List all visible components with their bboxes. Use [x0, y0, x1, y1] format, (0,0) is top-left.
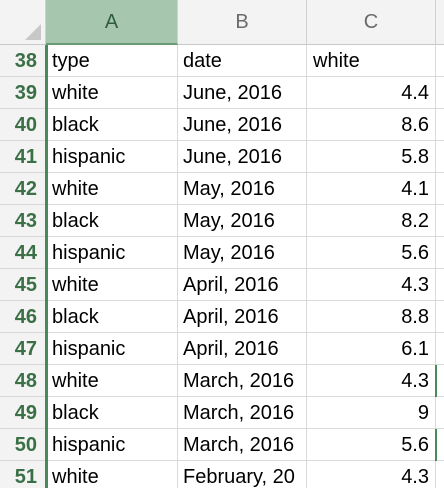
row-number[interactable]: 50: [0, 429, 46, 461]
cell-b[interactable]: March, 2016: [178, 429, 307, 461]
cell-c[interactable]: 5.8: [307, 141, 436, 173]
cell-b[interactable]: March, 2016: [178, 365, 307, 397]
cell-d[interactable]: [436, 109, 444, 141]
table-row: 51 white February, 20 4.3: [0, 461, 444, 488]
cell-a[interactable]: black: [46, 301, 178, 333]
cell-a[interactable]: hispanic: [46, 429, 178, 461]
cell-b[interactable]: May, 2016: [178, 173, 307, 205]
table-row: 40 black June, 2016 8.6: [0, 109, 444, 141]
cell-a[interactable]: white: [46, 173, 178, 205]
cell-b[interactable]: April, 2016: [178, 301, 307, 333]
table-row: 44 hispanic May, 2016 5.6: [0, 237, 444, 269]
cell-d[interactable]: [436, 205, 444, 237]
select-all-icon: [25, 24, 41, 40]
row-number[interactable]: 51: [0, 461, 46, 488]
column-header-a[interactable]: A: [46, 0, 178, 45]
cell-a[interactable]: hispanic: [46, 333, 178, 365]
cell-d[interactable]: [436, 45, 444, 77]
row-number[interactable]: 40: [0, 109, 46, 141]
cell-d[interactable]: [436, 429, 444, 461]
selection-edge-marker: [435, 429, 437, 461]
table-row: 50 hispanic March, 2016 5.6: [0, 429, 444, 461]
table-row: 49 black March, 2016 9: [0, 397, 444, 429]
row-number[interactable]: 46: [0, 301, 46, 333]
cell-c[interactable]: 4.3: [307, 365, 436, 397]
cell-a[interactable]: white: [46, 77, 178, 109]
table-row: 41 hispanic June, 2016 5.8: [0, 141, 444, 173]
cell-d[interactable]: [436, 77, 444, 109]
table-row: 39 white June, 2016 4.4: [0, 77, 444, 109]
row-number[interactable]: 48: [0, 365, 46, 397]
cell-a[interactable]: white: [46, 269, 178, 301]
cell-b[interactable]: March, 2016: [178, 397, 307, 429]
cell-d[interactable]: [436, 365, 444, 397]
row-number[interactable]: 43: [0, 205, 46, 237]
cell-c[interactable]: 9: [307, 397, 436, 429]
cell-a[interactable]: type: [46, 45, 178, 77]
cell-c[interactable]: 8.2: [307, 205, 436, 237]
column-header-b[interactable]: B: [178, 0, 307, 45]
row-number[interactable]: 47: [0, 333, 46, 365]
cell-b[interactable]: June, 2016: [178, 77, 307, 109]
cell-a[interactable]: hispanic: [46, 237, 178, 269]
row-number[interactable]: 45: [0, 269, 46, 301]
table-row: 38 type date white: [0, 45, 444, 77]
table-row: 45 white April, 2016 4.3: [0, 269, 444, 301]
cell-b[interactable]: June, 2016: [178, 141, 307, 173]
table-row: 48 white March, 2016 4.3: [0, 365, 444, 397]
cell-c[interactable]: white: [307, 45, 436, 77]
selection-edge-marker: [435, 365, 437, 397]
cell-b[interactable]: June, 2016: [178, 109, 307, 141]
row-number[interactable]: 49: [0, 397, 46, 429]
cell-c[interactable]: 4.3: [307, 269, 436, 301]
cell-d[interactable]: [436, 141, 444, 173]
cell-c[interactable]: 4.1: [307, 173, 436, 205]
row-number[interactable]: 42: [0, 173, 46, 205]
cell-d[interactable]: [436, 269, 444, 301]
column-header-row: A B C: [0, 0, 444, 32]
cell-b[interactable]: May, 2016: [178, 237, 307, 269]
table-row: 42 white May, 2016 4.1: [0, 173, 444, 205]
cell-a[interactable]: white: [46, 365, 178, 397]
column-selection-edge: [45, 45, 48, 488]
table-row: 46 black April, 2016 8.8: [0, 301, 444, 333]
cell-c[interactable]: 8.6: [307, 109, 436, 141]
cell-a[interactable]: hispanic: [46, 141, 178, 173]
column-header-d[interactable]: [436, 0, 444, 45]
cell-c[interactable]: 8.8: [307, 301, 436, 333]
cell-d[interactable]: [436, 397, 444, 429]
cell-d[interactable]: [436, 301, 444, 333]
cell-c[interactable]: 5.6: [307, 237, 436, 269]
cell-a[interactable]: black: [46, 205, 178, 237]
row-number[interactable]: 38: [0, 45, 46, 77]
cell-b[interactable]: May, 2016: [178, 205, 307, 237]
cell-b[interactable]: date: [178, 45, 307, 77]
row-number[interactable]: 39: [0, 77, 46, 109]
cell-d[interactable]: [436, 461, 444, 488]
table-row: 43 black May, 2016 8.2: [0, 205, 444, 237]
cell-a[interactable]: black: [46, 397, 178, 429]
cell-c[interactable]: 5.6: [307, 429, 436, 461]
cell-a[interactable]: black: [46, 109, 178, 141]
select-all-corner[interactable]: [0, 0, 46, 45]
row-number[interactable]: 41: [0, 141, 46, 173]
cell-c[interactable]: 4.3: [307, 461, 436, 488]
cell-b[interactable]: February, 20: [178, 461, 307, 488]
cell-b[interactable]: April, 2016: [178, 269, 307, 301]
column-header-c[interactable]: C: [307, 0, 436, 45]
cell-a[interactable]: white: [46, 461, 178, 488]
table-row: 47 hispanic April, 2016 6.1: [0, 333, 444, 365]
cell-c[interactable]: 4.4: [307, 77, 436, 109]
row-number[interactable]: 44: [0, 237, 46, 269]
cell-d[interactable]: [436, 173, 444, 205]
cell-c[interactable]: 6.1: [307, 333, 436, 365]
cell-b[interactable]: April, 2016: [178, 333, 307, 365]
cell-d[interactable]: [436, 333, 444, 365]
cell-d[interactable]: [436, 237, 444, 269]
